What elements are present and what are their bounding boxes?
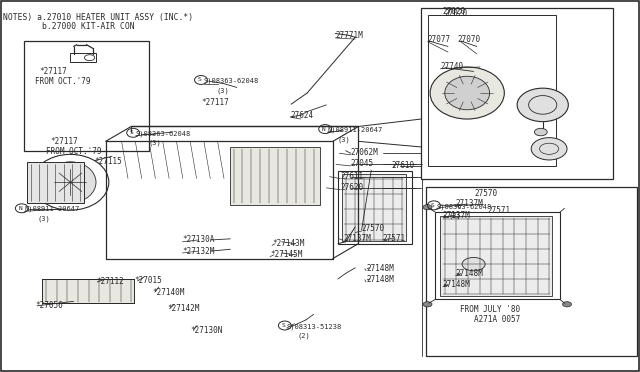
Bar [421, 8, 613, 179]
Text: (3): (3) [448, 212, 461, 219]
Text: 27137M: 27137M [343, 234, 371, 243]
Text: *27117: *27117 [40, 67, 67, 76]
Text: b.27000 KIT-AIR CON: b.27000 KIT-AIR CON [3, 22, 135, 31]
Text: N)08911-20647: N)08911-20647 [24, 206, 79, 212]
Ellipse shape [534, 128, 547, 136]
Ellipse shape [462, 257, 485, 271]
Ellipse shape [445, 76, 490, 110]
Ellipse shape [423, 205, 432, 210]
Text: *27132M: *27132M [182, 247, 215, 256]
Text: 27740: 27740 [440, 62, 463, 71]
Text: N: N [322, 126, 326, 132]
Text: 27611: 27611 [340, 172, 364, 181]
Text: (2): (2) [298, 333, 310, 339]
Text: S)08363-62048: S)08363-62048 [136, 131, 191, 137]
Bar [428, 15, 556, 166]
Text: 27148M: 27148M [366, 264, 394, 273]
Bar [27, 162, 84, 203]
Text: 27620: 27620 [340, 183, 364, 192]
Text: *27115: *27115 [95, 157, 122, 166]
Text: (3): (3) [148, 140, 161, 147]
Text: 27570: 27570 [362, 224, 385, 233]
Text: *27142M: *27142M [168, 304, 200, 313]
Bar [70, 53, 96, 62]
Text: A271A 0057: A271A 0057 [474, 315, 520, 324]
Bar [24, 41, 149, 151]
Bar [338, 171, 412, 244]
Text: FROM OCT.'79: FROM OCT.'79 [35, 77, 91, 86]
Text: S: S [431, 203, 435, 208]
Bar [426, 187, 637, 356]
Text: 27020: 27020 [443, 7, 466, 16]
Text: 27570: 27570 [475, 189, 498, 198]
Text: 27571: 27571 [383, 234, 406, 243]
Text: 27020: 27020 [445, 9, 468, 17]
Ellipse shape [563, 302, 572, 307]
Ellipse shape [517, 88, 568, 122]
Text: N: N [19, 206, 22, 211]
Text: S)08313-51238: S)08313-51238 [287, 323, 342, 330]
Text: *27130A: *27130A [182, 235, 215, 244]
Text: 27062M: 27062M [351, 148, 378, 157]
Text: *27140M: *27140M [152, 288, 185, 296]
Ellipse shape [531, 138, 567, 160]
Text: S)08363-62048: S)08363-62048 [204, 78, 259, 84]
Text: (3): (3) [37, 215, 50, 222]
Text: 27148M: 27148M [443, 280, 470, 289]
Text: *27117: *27117 [50, 137, 77, 146]
Bar [42, 279, 134, 303]
Text: N)08911-20647: N)08911-20647 [328, 127, 383, 134]
Text: NOTES) a.27010 HEATER UNIT ASSY (INC.*): NOTES) a.27010 HEATER UNIT ASSY (INC.*) [3, 13, 193, 22]
Text: 27148M: 27148M [366, 275, 394, 284]
Text: *27130N: *27130N [191, 326, 223, 335]
Text: 27571: 27571 [488, 206, 511, 215]
Text: 27624: 27624 [291, 111, 314, 120]
Text: 27771M: 27771M [335, 31, 363, 40]
Text: *27112: *27112 [96, 278, 124, 286]
Text: S: S [198, 77, 202, 83]
Text: *27056: *27056 [35, 301, 63, 310]
Text: (3): (3) [216, 87, 229, 94]
Text: FROM JULY '80: FROM JULY '80 [460, 305, 520, 314]
Text: FROM OCT.'79: FROM OCT.'79 [46, 147, 102, 156]
Text: S: S [282, 323, 285, 328]
Text: *27015: *27015 [134, 276, 162, 285]
Text: 27610: 27610 [392, 161, 415, 170]
Text: *27143M: *27143M [272, 239, 305, 248]
Ellipse shape [423, 302, 432, 307]
Bar [230, 147, 320, 205]
Text: *27145M: *27145M [270, 250, 303, 259]
Text: S: S [130, 130, 134, 135]
Text: S)08363-62048: S)08363-62048 [436, 203, 492, 210]
Text: *27117: *27117 [202, 98, 229, 107]
Ellipse shape [430, 67, 504, 119]
Bar [342, 174, 406, 241]
Bar [435, 212, 560, 299]
Text: 27045: 27045 [351, 159, 374, 168]
Ellipse shape [45, 162, 96, 203]
Text: 27137M: 27137M [443, 211, 470, 219]
Text: 27148M: 27148M [456, 269, 483, 278]
Text: 27077: 27077 [428, 35, 451, 44]
Text: 27070: 27070 [458, 35, 481, 44]
Text: 27137M: 27137M [456, 199, 483, 208]
Text: (3): (3) [338, 136, 351, 143]
Bar [440, 216, 552, 296]
